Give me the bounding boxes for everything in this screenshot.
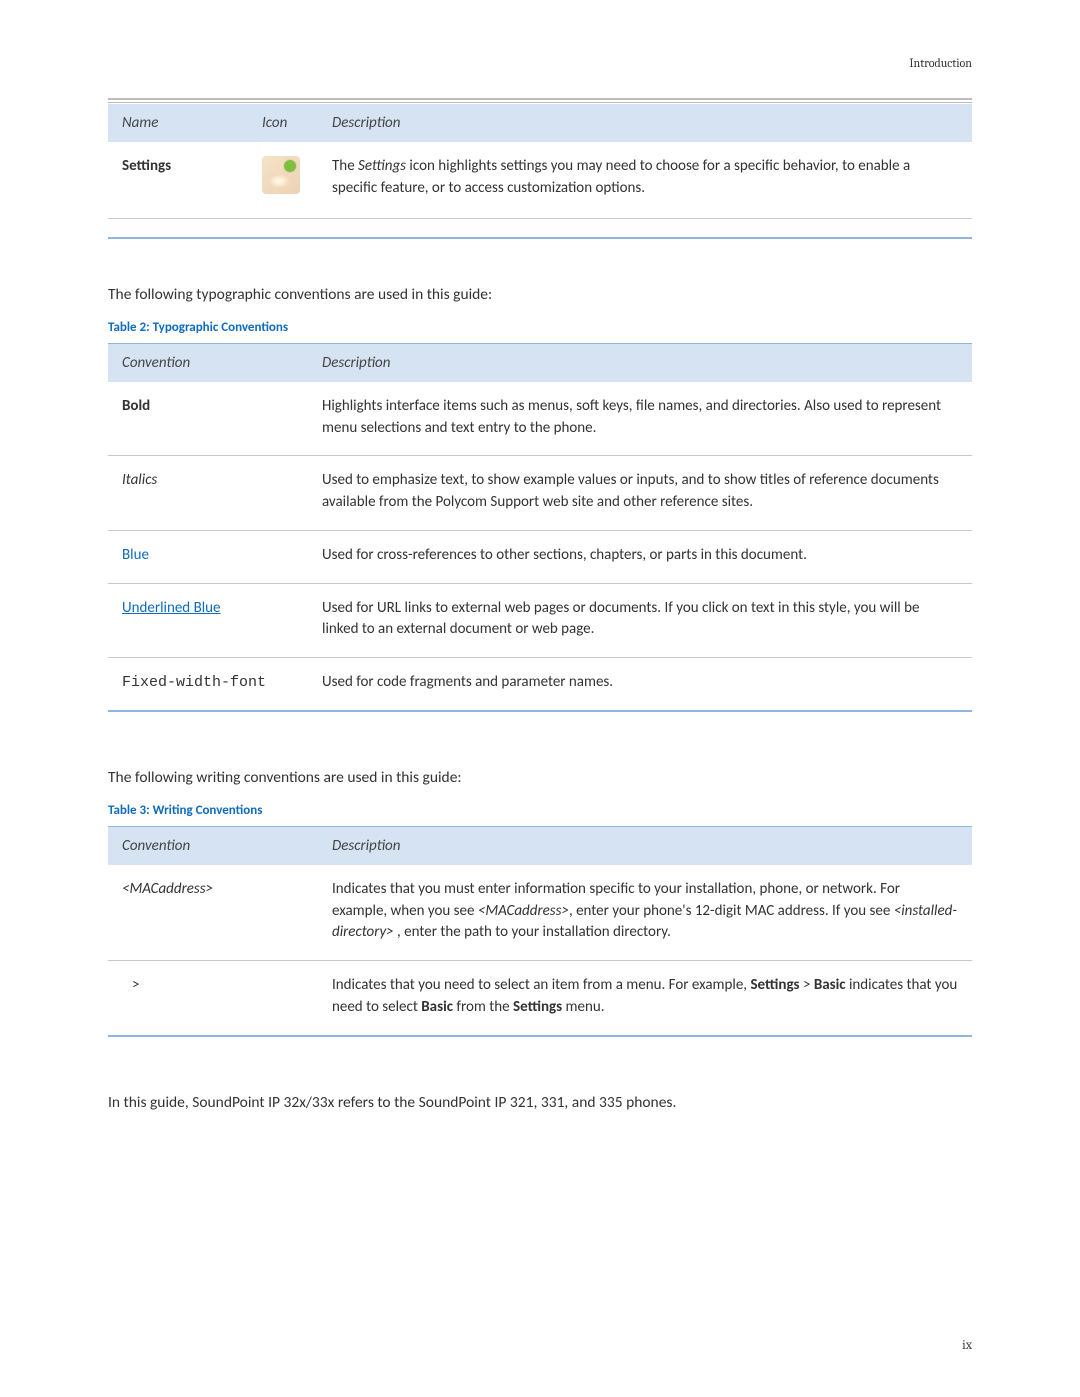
desc-post: icon highlights settings you may need to…: [332, 157, 910, 197]
table2-bottom-rule: [108, 710, 972, 712]
table1-bottom-rule: [108, 237, 972, 239]
cell-settings-name: Settings: [108, 142, 248, 218]
th-convention: Convention: [108, 827, 318, 865]
t3-gt-d4: Basic: [814, 976, 846, 994]
t3-gt-d6: Basic: [421, 998, 453, 1016]
th-icon: Icon: [248, 104, 318, 142]
th-description: Description: [318, 104, 972, 142]
table3-caption: Table 3: Writing Conventions: [108, 803, 972, 818]
page-number: ix: [962, 1338, 972, 1353]
t3-mac-d5: , enter the path to your installation di…: [394, 923, 671, 941]
t3-gt-d3: >: [800, 976, 814, 994]
th-description: Description: [318, 827, 972, 865]
cell-blue-label: Blue: [108, 530, 308, 583]
cell-blue-desc: Used for cross-references to other secti…: [308, 530, 972, 583]
table2-caption: Table 2: Typographic Conventions: [108, 320, 972, 335]
fixed-width-sample: Fixed-width-font: [122, 674, 266, 691]
t3-gt-d8: Settings: [513, 998, 562, 1016]
running-header: Introduction: [108, 56, 972, 70]
th-name: Name: [108, 104, 248, 142]
cell-ublue-desc: Used for URL links to external web pages…: [308, 583, 972, 658]
cell-gt-label: >: [108, 961, 318, 1035]
document-page: Introduction Name Icon Description Setti…: [0, 0, 1080, 1152]
th-description: Description: [308, 344, 972, 382]
cell-settings-desc: The Settings icon highlights settings yo…: [318, 142, 972, 218]
cell-mono-label: Fixed-width-font: [108, 658, 308, 710]
cell-gt-desc: Indicates that you need to select an ite…: [318, 961, 972, 1035]
writing-intro: The following writing conventions are us…: [108, 768, 972, 787]
soundpoint-note: In this guide, SoundPoint IP 32x/33x ref…: [108, 1093, 972, 1112]
cell-italics-desc: Used to emphasize text, to show example …: [308, 456, 972, 531]
t3-mac-d3: , enter your phone's 12-digit MAC addres…: [569, 902, 894, 920]
th-convention: Convention: [108, 344, 308, 382]
t3-mac-d2: <MACaddress>: [478, 902, 569, 920]
underlined-blue-sample[interactable]: Underlined Blue: [122, 599, 221, 617]
cell-mono-desc: Used for code fragments and parameter na…: [308, 658, 972, 710]
table-writing-conventions: Convention Description <MACaddress> Indi…: [108, 827, 972, 1035]
cell-italics-label: Italics: [108, 456, 308, 531]
cell-ublue-label: Underlined Blue: [108, 583, 308, 658]
settings-icon: [262, 156, 300, 194]
t3-gt-d1: Indicates that you need to select an ite…: [332, 976, 750, 994]
table-settings-icon: Name Icon Description Settings The Setti…: [108, 104, 972, 219]
cell-settings-icon: [248, 142, 318, 218]
t3-gt-d9: menu.: [562, 998, 604, 1016]
desc-em: Settings: [358, 157, 406, 175]
cell-mac-label: <MACaddress>: [108, 865, 318, 961]
t3-gt-d7: from the: [453, 998, 513, 1016]
cell-bold-desc: Highlights interface items such as menus…: [308, 382, 972, 456]
table1-top-rule: [108, 98, 972, 103]
table3-bottom-rule: [108, 1035, 972, 1037]
blue-link-sample: Blue: [122, 546, 149, 564]
desc-pre: The: [332, 157, 358, 175]
typographic-intro: The following typographic conventions ar…: [108, 285, 972, 304]
cell-mac-desc: Indicates that you must enter informatio…: [318, 865, 972, 961]
table-typographic-conventions: Convention Description Bold Highlights i…: [108, 344, 972, 710]
t3-gt-d2: Settings: [750, 976, 799, 994]
cell-bold-label: Bold: [108, 382, 308, 456]
